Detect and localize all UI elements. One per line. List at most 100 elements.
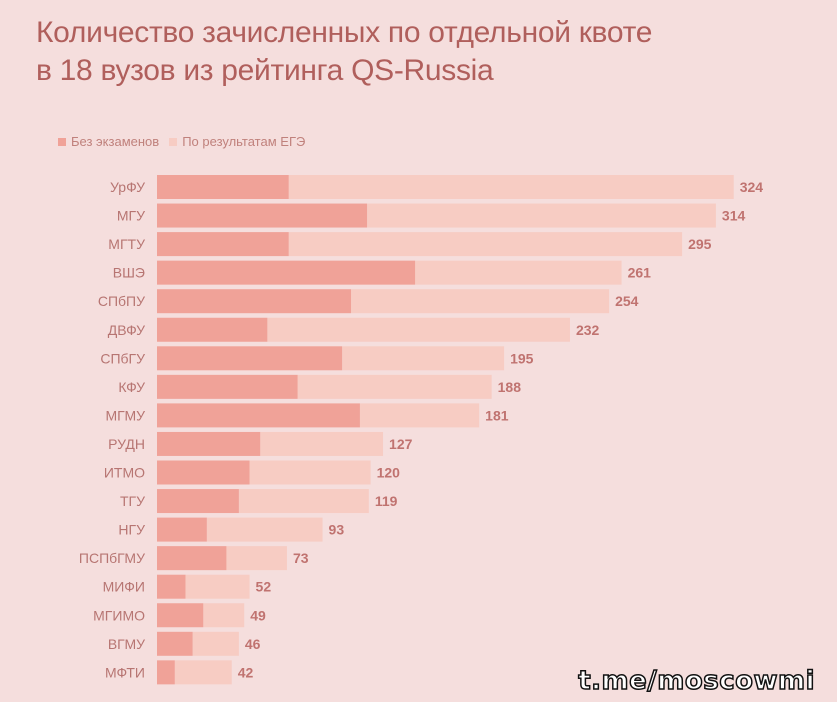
bar-segment-ege <box>415 260 622 285</box>
bar-segment-no-exam <box>157 660 175 685</box>
bar-segment-no-exam <box>157 546 227 571</box>
value-label: 188 <box>498 379 522 395</box>
bar-segment-ege <box>226 546 287 571</box>
value-label: 120 <box>377 465 401 481</box>
category-label: СПбПУ <box>98 293 145 309</box>
bar-segment-no-exam <box>157 203 368 228</box>
category-label: УрФУ <box>110 179 145 195</box>
value-label: 127 <box>389 436 413 452</box>
value-label: 195 <box>510 350 534 366</box>
category-label: НГУ <box>118 522 145 538</box>
bar-segment-ege <box>288 232 683 257</box>
value-label: 46 <box>245 636 261 652</box>
bar-group: РУДН 127 <box>108 431 413 456</box>
bar-segment-ege <box>203 603 245 628</box>
bar-group: ВГМУ 46 <box>108 631 261 656</box>
category-label: ПСПбГМУ <box>79 550 145 566</box>
legend-swatch-no-exam <box>58 137 66 146</box>
category-label: ДВФУ <box>108 322 145 338</box>
legend-item-ege: По результатам ЕГЭ <box>169 134 305 149</box>
bar-segment-no-exam <box>157 260 416 285</box>
legend-label-no-exam: Без экзаменов <box>71 134 160 149</box>
bar-segment-no-exam <box>157 603 204 628</box>
bar-segment-ege <box>192 631 239 656</box>
value-label: 42 <box>238 664 254 680</box>
bar-segment-ege <box>288 175 734 199</box>
value-label: 254 <box>615 293 639 309</box>
value-label: 295 <box>688 236 712 252</box>
value-label: 324 <box>740 179 764 195</box>
bar-segment-ege <box>367 203 716 228</box>
bar-group: СПбПУ 254 <box>98 289 639 314</box>
bar-group: МФТИ 42 <box>105 660 254 685</box>
bar-segment-ege <box>260 431 384 456</box>
watermark-text: t.me/moscowmi <box>577 665 815 697</box>
category-label: МГТУ <box>108 236 145 252</box>
bar-segment-no-exam <box>157 289 352 314</box>
bar-segment-no-exam <box>157 431 261 456</box>
category-label: МГИМО <box>93 607 145 623</box>
bar-segment-no-exam <box>157 517 207 542</box>
category-label: МГМУ <box>106 407 146 423</box>
legend-swatch-ege <box>169 137 178 146</box>
value-label: 49 <box>250 607 266 623</box>
category-label: ИТМО <box>104 465 145 481</box>
bar-segment-ege <box>359 403 480 428</box>
legend-label-ege: По результатам ЕГЭ <box>182 134 306 149</box>
bar-group: УрФУ 324 <box>110 175 763 199</box>
bar-segment-no-exam <box>157 631 193 656</box>
value-label: 119 <box>375 493 398 509</box>
bar-segment-ege <box>267 317 570 342</box>
bar-group: МГИМО 49 <box>93 603 266 628</box>
bar-segment-ege <box>297 374 492 399</box>
category-label: КФУ <box>118 379 145 395</box>
bar-group: НГУ 93 <box>118 517 345 542</box>
bar-group: МГУ 314 <box>117 203 746 228</box>
category-label: МГУ <box>117 208 145 224</box>
chart-title-line-2: в 18 вузов из рейтинга QS-Russia <box>36 54 494 87</box>
bar-segment-ege <box>249 460 371 485</box>
bar-segment-no-exam <box>157 489 239 514</box>
bar-segment-ege <box>185 574 250 599</box>
bar-group: МИФИ 52 <box>103 574 272 599</box>
bar-segment-ege <box>342 346 505 371</box>
category-label: ТГУ <box>120 493 145 509</box>
value-label: 181 <box>485 407 509 423</box>
bar-group: ИТМО 120 <box>104 460 401 485</box>
category-label: РУДН <box>108 436 145 452</box>
bar-group: ПСПбГМУ 73 <box>79 546 309 571</box>
chart-title: Количество зачисленных по отдельной квот… <box>36 14 796 90</box>
bar-segment-no-exam <box>157 460 250 485</box>
bar-group: МГТУ 295 <box>108 232 712 257</box>
value-label: 52 <box>256 579 272 595</box>
bar-segment-ege <box>174 660 232 685</box>
bar-segment-no-exam <box>157 374 298 399</box>
chart-title-line-1: Количество зачисленных по отдельной квот… <box>36 16 653 49</box>
value-label: 261 <box>628 265 652 281</box>
bar-segment-no-exam <box>157 232 289 257</box>
bar-group: МГМУ 181 <box>106 403 509 428</box>
chart-legend: Без экзаменов По результатам ЕГЭ <box>58 134 315 149</box>
category-label: ВШЭ <box>113 265 145 281</box>
category-label: МФТИ <box>105 664 145 680</box>
category-label: ВГМУ <box>108 636 145 652</box>
bar-segment-ege <box>351 289 610 314</box>
category-label: СПбГУ <box>100 350 145 366</box>
bar-segment-no-exam <box>157 317 268 342</box>
bar-segment-no-exam <box>157 175 289 199</box>
bar-segment-no-exam <box>157 346 343 371</box>
value-label: 73 <box>293 550 309 566</box>
legend-item-no-exam: Без экзаменов <box>58 134 159 149</box>
value-label: 93 <box>329 522 345 538</box>
bar-segment-ege <box>206 517 323 542</box>
value-label: 314 <box>722 208 746 224</box>
value-label: 232 <box>576 322 600 338</box>
bar-group: КФУ 188 <box>118 374 522 399</box>
bar-group: СПбГУ 195 <box>100 346 534 371</box>
bar-segment-ege <box>238 489 369 514</box>
bar-group: ДВФУ 232 <box>108 317 600 342</box>
bar-segment-no-exam <box>157 574 186 599</box>
bar-group: ВШЭ 261 <box>113 260 652 285</box>
category-label: МИФИ <box>103 579 145 595</box>
